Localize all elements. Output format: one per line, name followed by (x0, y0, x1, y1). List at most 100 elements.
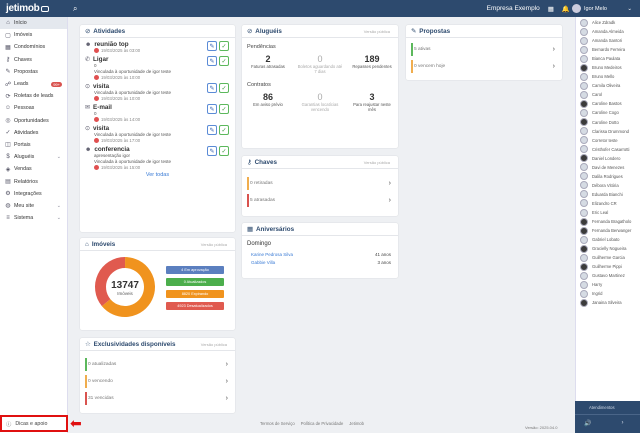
contact-item[interactable]: Fernanda Berwanger (576, 226, 640, 235)
contact-item[interactable]: Harry (576, 280, 640, 289)
edit-activity-button[interactable]: ✎ (207, 83, 217, 93)
contact-item[interactable]: Bruno Medeiros (576, 63, 640, 72)
complete-activity-button[interactable]: ✓ (219, 41, 229, 51)
activity-item[interactable]: ⊙ visita Vinculada à oportunidade de igor … (80, 122, 235, 143)
edit-activity-button[interactable]: ✎ (207, 56, 217, 66)
imoveis-status-button[interactable]: 4923 Desatualizados (166, 302, 224, 310)
chevron-right-icon[interactable]: › (621, 420, 624, 426)
user-menu[interactable]: Igor Melo ⌄ (572, 0, 632, 17)
public-version-link[interactable]: Versão pública (363, 28, 390, 34)
sidebar-item-condom-nios[interactable]: ▦ Condomínios (0, 41, 67, 53)
kpi[interactable]: 86 Em aviso prévio (246, 92, 291, 112)
contact-item[interactable]: Janaina Silveira (576, 298, 640, 307)
status-row[interactable]: 5 ativas › (406, 41, 562, 58)
sidebar-item-oportunidades[interactable]: ◎ Oportunidades (0, 115, 67, 127)
edit-activity-button[interactable]: ✎ (207, 146, 217, 156)
footer-link[interactable]: Jetimob (349, 421, 364, 426)
imoveis-status-button[interactable]: 4 Em aprovação (166, 266, 224, 274)
birthday-person-link[interactable]: Karine Pedrosa Silva (251, 251, 294, 257)
sound-icon[interactable]: 🔊 (584, 420, 592, 427)
contact-item[interactable]: Ingrid (576, 289, 640, 298)
donut-segment[interactable] (101, 257, 155, 317)
activity-item[interactable]: ☻ reunião top 19/03/2025 às 03:00 ✎ ✓ (80, 38, 235, 53)
contact-item[interactable]: Caroline Bastos (576, 99, 640, 108)
app-logo[interactable]: jetimob (6, 3, 68, 14)
sidebar-item-chaves[interactable]: ⚷ Chaves (0, 54, 67, 66)
imoveis-status-button[interactable]: 8820 Expirando (166, 290, 224, 298)
sidebar-item-portais[interactable]: ◫ Portais (0, 139, 67, 151)
contact-item[interactable]: Elizandro CR (576, 199, 640, 208)
edit-activity-button[interactable]: ✎ (207, 125, 217, 135)
public-version-link[interactable]: Versão pública (200, 341, 227, 347)
status-row[interactable]: 0 retiradas › (242, 175, 398, 192)
contact-item[interactable]: Gabriel Lobato (576, 235, 640, 244)
contact-item[interactable]: Carol (576, 90, 640, 99)
contact-item[interactable]: Bianca Paulata (576, 54, 640, 63)
edit-activity-button[interactable]: ✎ (207, 41, 217, 51)
public-version-link[interactable]: Versão pública (200, 241, 227, 247)
complete-activity-button[interactable]: ✓ (219, 83, 229, 93)
kpi[interactable]: 189 Repasses pendentes (350, 54, 395, 74)
kpi[interactable]: 0 Boletos aguardando até 7 dias (298, 54, 343, 74)
sidebar-item-atividades[interactable]: ✓ Atividades (0, 127, 67, 139)
sidebar-item-alugu-is[interactable]: $ Aluguéis ⌄ (0, 151, 67, 163)
kpi[interactable]: 3 Para reajustar neste mês (350, 92, 395, 112)
contact-item[interactable]: Caroline Cogo (576, 108, 640, 117)
contact-item[interactable]: Amanda Almeida (576, 27, 640, 36)
contact-item[interactable]: Eduarda Bianchi (576, 190, 640, 199)
contact-item[interactable]: Davi de Menezes (576, 163, 640, 172)
sidebar-item-sistema[interactable]: ≡ Sistema ⌄ (0, 212, 67, 224)
status-row[interactable]: 31 vencidas › (80, 390, 235, 407)
contact-item[interactable]: Dalila Rodrigues (576, 172, 640, 181)
sidebar-item-leads[interactable]: ☍ Leads 99+ (0, 78, 67, 90)
contact-item[interactable]: Bernardo Ferreira (576, 45, 640, 54)
kpi[interactable]: 2 Faturas atrasadas (246, 54, 291, 74)
atendimentos-toggle[interactable]: Atendimentos (575, 401, 640, 415)
status-row[interactable]: 0 vencem hoje › (406, 58, 562, 75)
sidebar-item-pessoas[interactable]: ☺ Pessoas (0, 102, 67, 114)
status-row[interactable]: 0 vencendo › (80, 373, 235, 390)
kpi[interactable]: 0 Garantias locatícias vencendo (298, 92, 343, 112)
help-link[interactable]: ⓘ Dicas e apoio (0, 415, 68, 432)
contact-item[interactable]: Caroline Dotto (576, 118, 640, 127)
footer-link[interactable]: Política de Privacidade (300, 421, 344, 426)
complete-activity-button[interactable]: ✓ (219, 146, 229, 156)
complete-activity-button[interactable]: ✓ (219, 56, 229, 66)
birthday-person-link[interactable]: Gabbie Villa (251, 259, 276, 265)
footer-link[interactable]: Termos de Serviço (260, 421, 295, 426)
contact-item[interactable]: Guilherme Pippi (576, 262, 640, 271)
sidebar-item-integra-es[interactable]: ⚙ Integrações (0, 188, 67, 200)
status-row[interactable]: 0 atualizadas › (80, 356, 235, 373)
sidebar-item-im-veis[interactable]: ▢ Imóveis (0, 29, 67, 41)
contact-item[interactable]: Alice Zdradk (576, 18, 640, 27)
company-selector[interactable]: Empresa Exemplo (486, 5, 540, 12)
contact-item[interactable]: Daniel Londero (576, 154, 640, 163)
edit-activity-button[interactable]: ✎ (207, 104, 217, 114)
bell-icon[interactable]: 🔔 (561, 5, 570, 13)
see-all-link[interactable]: Ver todas (145, 172, 170, 178)
contact-item[interactable]: Fernanda Bragatholo (576, 217, 640, 226)
grid-icon[interactable]: ▦ (547, 5, 554, 13)
contact-item[interactable]: Cristhofer Casarrotti (576, 145, 640, 154)
sidebar-item-in-cio[interactable]: ⌂ Início (0, 17, 67, 30)
sidebar-item-meu-site[interactable]: ◍ Meu site ⌄ (0, 200, 67, 212)
complete-activity-button[interactable]: ✓ (219, 125, 229, 135)
contact-item[interactable]: Camila Oliveira (576, 81, 640, 90)
donut-segment[interactable] (95, 257, 126, 307)
contact-item[interactable]: Gracielly Nogueira (576, 244, 640, 253)
search-icon[interactable]: ⌕ (73, 3, 78, 13)
contact-item[interactable]: Bruno Mello (576, 72, 640, 81)
contact-item[interactable]: Guilherme Garcia (576, 253, 640, 262)
contact-item[interactable]: Clarissa Drummond (576, 127, 640, 136)
activity-item[interactable]: ✉ E-mail 0 19/03/2025 às 14:00 ✎ ✓ (80, 101, 235, 122)
activity-item[interactable]: ✆ Ligar 0 Vinculada à oportunidade de igor … (80, 53, 235, 80)
sidebar-item-relat-rios[interactable]: ▤ Relatórios (0, 175, 67, 187)
contact-item[interactable]: Amanda Santori (576, 36, 640, 45)
public-version-link[interactable]: Versão pública (363, 159, 390, 165)
contact-item[interactable]: Corretor teste (576, 136, 640, 145)
contact-item[interactable]: Gustavo Martinez (576, 271, 640, 280)
sidebar-item-propostas[interactable]: ✎ Propostas (0, 66, 67, 78)
sidebar-item-vendas[interactable]: ◈ Vendas (0, 163, 67, 175)
contact-item[interactable]: Eric Leal (576, 208, 640, 217)
contact-item[interactable]: Débora Vitória (576, 181, 640, 190)
